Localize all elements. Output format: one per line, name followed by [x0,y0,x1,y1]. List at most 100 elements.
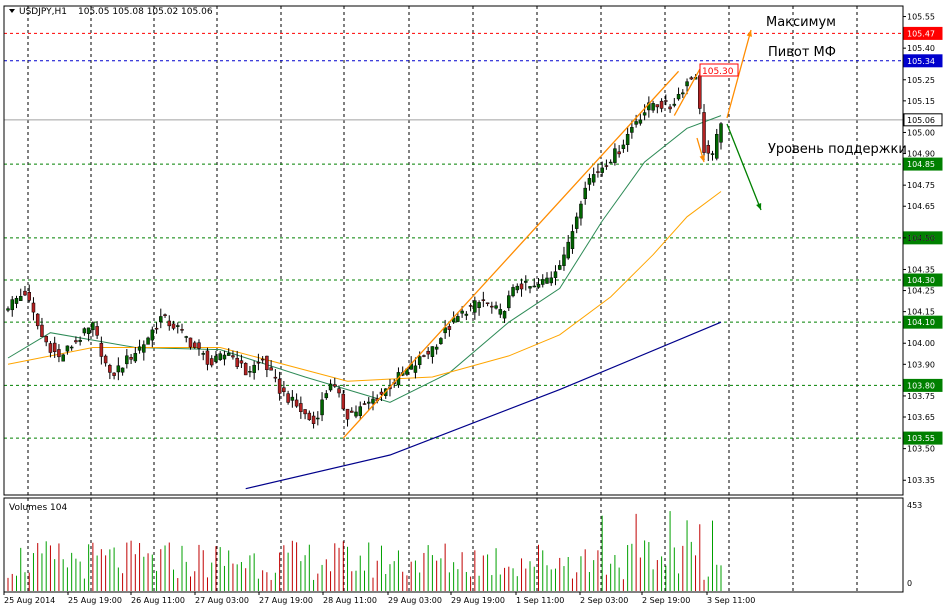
x-tick-label: 27 Aug 19:00 [259,596,313,605]
candle-bear [706,145,711,154]
level-price-tag [903,113,943,127]
candle-bull [137,346,142,351]
candle-bear [44,335,48,343]
candle-bull [82,328,87,334]
moving-average-line [245,321,722,490]
candle-bull [557,265,562,270]
candle-bear [188,337,193,348]
level-price-tag [903,431,943,445]
candle-bull [541,279,545,285]
candle-bull [460,310,464,314]
candle-bull [176,325,180,327]
candle-bull [413,365,418,373]
level-price-tag [903,315,943,329]
candle-bear [95,326,99,336]
candle-bull [515,285,520,291]
dropdown-triangle-icon[interactable] [9,9,15,13]
candle-bull [681,92,685,95]
horizontal-levels: 105.47 105.34 105.06 104.85 104.50 104.30 104.… [4,26,943,445]
candle-bull [159,316,163,323]
pivot-label: Пивот МФ [768,45,836,60]
down-arrow [726,123,762,211]
candle-bull [18,296,23,301]
candle-bear [350,410,354,413]
candle-bull [502,311,507,319]
candle-bear [27,292,31,301]
x-tick-label: 2 Sep 03:00 [580,596,628,605]
candle-bull [630,127,634,133]
level-price-label: 105.47 [907,29,935,38]
candle-bear [668,106,672,110]
y-tick-label: 105.25 [907,76,935,85]
candle-bear [231,355,235,358]
candle-bear [209,358,214,366]
candle-bear [379,391,384,395]
candle-bull [430,346,435,357]
level-price-tag [903,26,943,40]
candle-bull [532,285,537,288]
candle-bull [591,174,596,183]
candle-bear [235,357,239,367]
candle-bull [456,316,460,322]
candle-bear [154,327,159,330]
volume-min-label: 0 [907,579,912,588]
candle-bear [31,302,36,313]
small-down-arrow-head [699,155,705,162]
y-tick-label: 103.65 [907,413,935,422]
candle-bear [192,342,197,348]
y-tick-label: 103.90 [907,360,935,369]
candle-bull [417,356,422,365]
volume-label: Volumes 104 [9,503,67,513]
candle-bull [320,399,324,416]
level-price-label: 104.30 [907,276,935,285]
candle-bear [604,165,609,167]
y-tick-label: 104.00 [907,339,935,348]
candle-bull [142,344,146,353]
candle-bear [426,350,430,355]
candle-bull [536,283,541,288]
volume-panel-border [3,497,904,593]
x-tick-label: 27 Aug 03:00 [195,596,249,605]
candle-bear [617,151,621,155]
candle-bull [184,336,188,338]
candle-bull [507,295,511,309]
trend-lines [342,68,701,439]
x-tick-label: 28 Aug 11:00 [323,596,377,605]
candle-bull [719,123,723,143]
x-tick-label: 29 Aug 03:00 [388,596,442,605]
y-tick-label: 104.25 [907,287,935,296]
candle-bull [290,396,295,401]
candle-bull [473,300,477,313]
axes: 105.55105.40105.25105.15105.00104.90104.… [3,5,935,605]
candle-bull [371,398,375,404]
candle-bull [65,345,70,352]
candle-bull [91,322,95,331]
candle-bear [655,104,660,108]
candle-bear [180,329,184,331]
candle-bear [129,357,133,360]
candle-bear [307,412,312,420]
candle-bear [163,314,167,316]
candle-bull [549,277,553,284]
candle-bull [439,338,443,344]
y-tick-label: 105.15 [907,97,935,106]
candle-bull [608,161,613,164]
volume-max-label: 453 [907,501,922,510]
candle-bear [171,323,176,329]
candle-bear [48,343,53,353]
candle-bull [78,339,82,342]
candle-bear [205,350,210,365]
candle-bull [524,280,528,283]
level-price-label: 104.10 [907,318,935,327]
x-tick-label: 1 Sep 11:00 [516,596,564,605]
candle-bear [197,342,201,349]
candle-bear [99,342,104,357]
candle-bull [625,134,630,145]
x-tick-label: 3 Sep 11:00 [707,596,755,605]
candle-bull [133,353,138,362]
candle-bull [613,148,617,163]
level-price-tag [903,378,943,392]
candle-bull [494,305,498,309]
